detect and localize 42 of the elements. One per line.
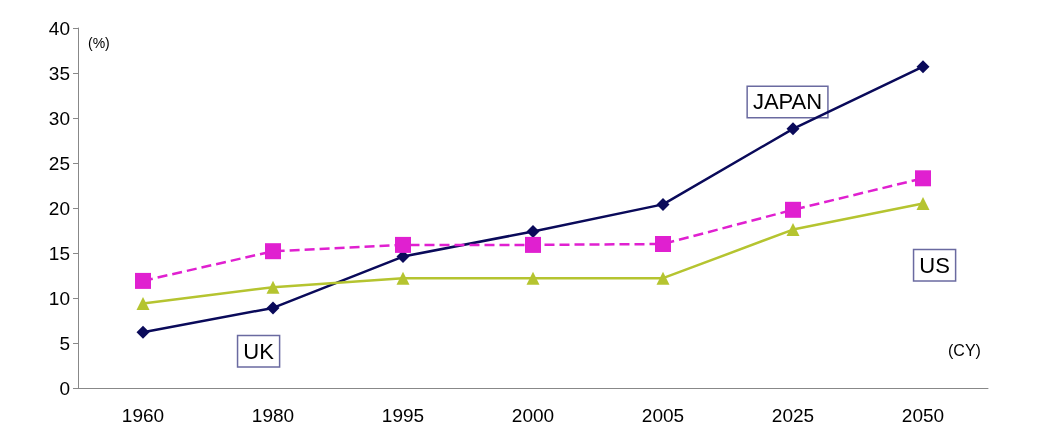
point bbox=[655, 236, 671, 252]
y-tick-label: 25 bbox=[48, 152, 70, 174]
x-tick-label: 1995 bbox=[381, 405, 425, 426]
annotation: JAPAN bbox=[752, 89, 823, 115]
point bbox=[915, 170, 931, 187]
point bbox=[136, 296, 150, 310]
point bbox=[525, 236, 541, 253]
annotation: UK bbox=[243, 338, 275, 364]
x-tick-label: 1980 bbox=[251, 405, 295, 426]
point bbox=[785, 201, 801, 218]
x-tick-label: 2050 bbox=[901, 405, 945, 426]
y-tick-label: 30 bbox=[48, 107, 70, 129]
y-tick-label: 40 bbox=[48, 17, 70, 39]
point bbox=[136, 325, 150, 339]
x-tick-label: 2005 bbox=[641, 405, 685, 426]
point bbox=[916, 197, 930, 210]
point bbox=[786, 223, 800, 237]
point bbox=[396, 250, 410, 264]
y-tick-label: 10 bbox=[48, 287, 70, 309]
point bbox=[656, 271, 670, 285]
point bbox=[786, 122, 800, 136]
x-axis-title: (CY) bbox=[948, 341, 981, 359]
point bbox=[526, 271, 540, 285]
point bbox=[395, 236, 411, 253]
x-tick-label: 2000 bbox=[511, 405, 555, 426]
point bbox=[265, 243, 281, 260]
y-tick-label: 15 bbox=[48, 242, 70, 264]
y-tick-label: 35 bbox=[48, 62, 70, 84]
x-tick-label: 1960 bbox=[121, 405, 165, 426]
point bbox=[916, 60, 930, 74]
x-tick-label: 2025 bbox=[771, 405, 815, 426]
annotation: US bbox=[919, 252, 950, 278]
y-tick-label: 5 bbox=[59, 332, 70, 354]
y-tick-label: 0 bbox=[59, 377, 70, 399]
y-axis-title: (%) bbox=[88, 35, 110, 51]
point bbox=[396, 271, 410, 285]
point bbox=[135, 272, 151, 289]
point bbox=[526, 224, 540, 238]
point bbox=[266, 301, 280, 315]
point bbox=[266, 280, 280, 294]
point bbox=[656, 197, 670, 211]
y-tick-label: 20 bbox=[48, 197, 70, 219]
